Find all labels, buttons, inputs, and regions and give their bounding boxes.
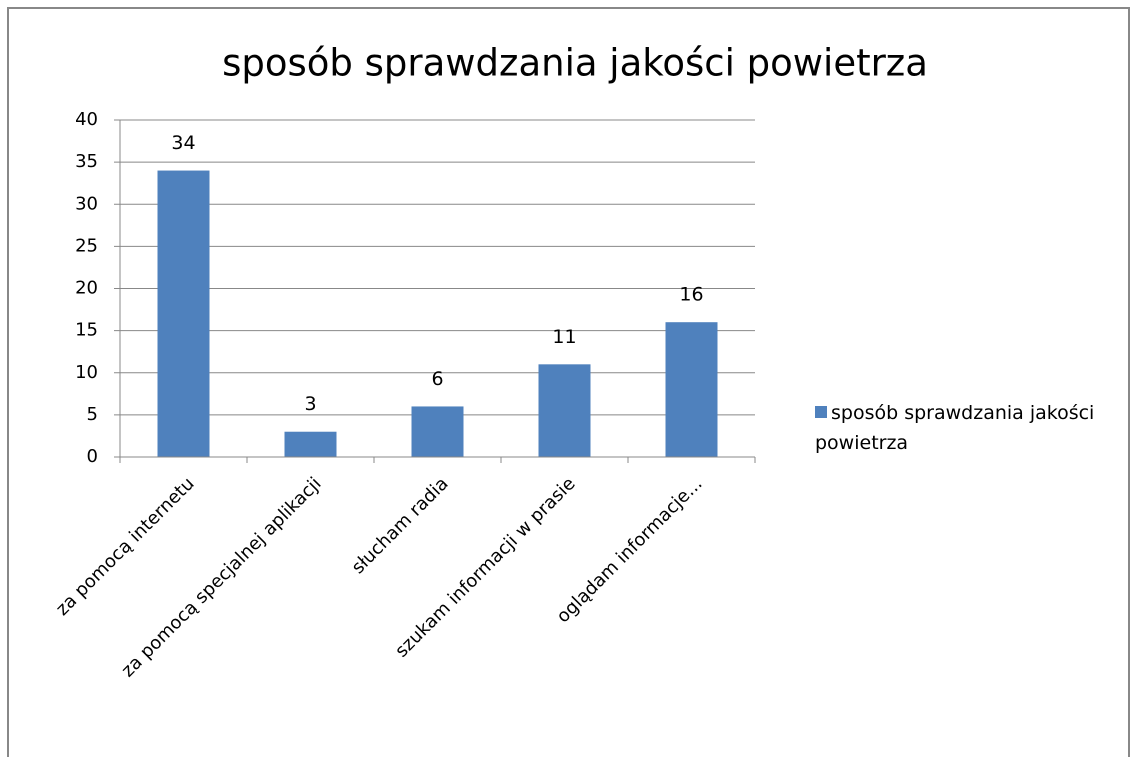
data-label: 11 xyxy=(552,326,576,348)
bar xyxy=(538,364,591,457)
data-label: 34 xyxy=(171,132,195,154)
bar xyxy=(411,406,464,457)
y-tick-label: 5 xyxy=(87,404,98,425)
chart-title: sposób sprawdzania jakości powietrza xyxy=(222,42,928,85)
y-tick-label: 15 xyxy=(75,320,98,341)
bar xyxy=(665,322,718,457)
y-tick-label: 0 xyxy=(87,446,98,467)
legend: sposób sprawdzania jakości powietrza xyxy=(815,398,1130,458)
legend-label: sposób sprawdzania jakości powietrza xyxy=(815,402,1095,454)
legend-swatch xyxy=(815,406,827,418)
data-label: 3 xyxy=(304,393,316,415)
y-tick-label: 40 xyxy=(75,109,98,130)
data-label: 16 xyxy=(679,284,703,306)
y-tick-label: 25 xyxy=(75,235,98,256)
data-label: 6 xyxy=(431,368,443,390)
y-tick-label: 30 xyxy=(75,193,98,214)
y-tick-label: 10 xyxy=(75,362,98,383)
bar xyxy=(284,431,337,457)
bar xyxy=(157,170,210,458)
y-tick-label: 20 xyxy=(75,278,98,299)
y-tick-label: 35 xyxy=(75,151,98,172)
